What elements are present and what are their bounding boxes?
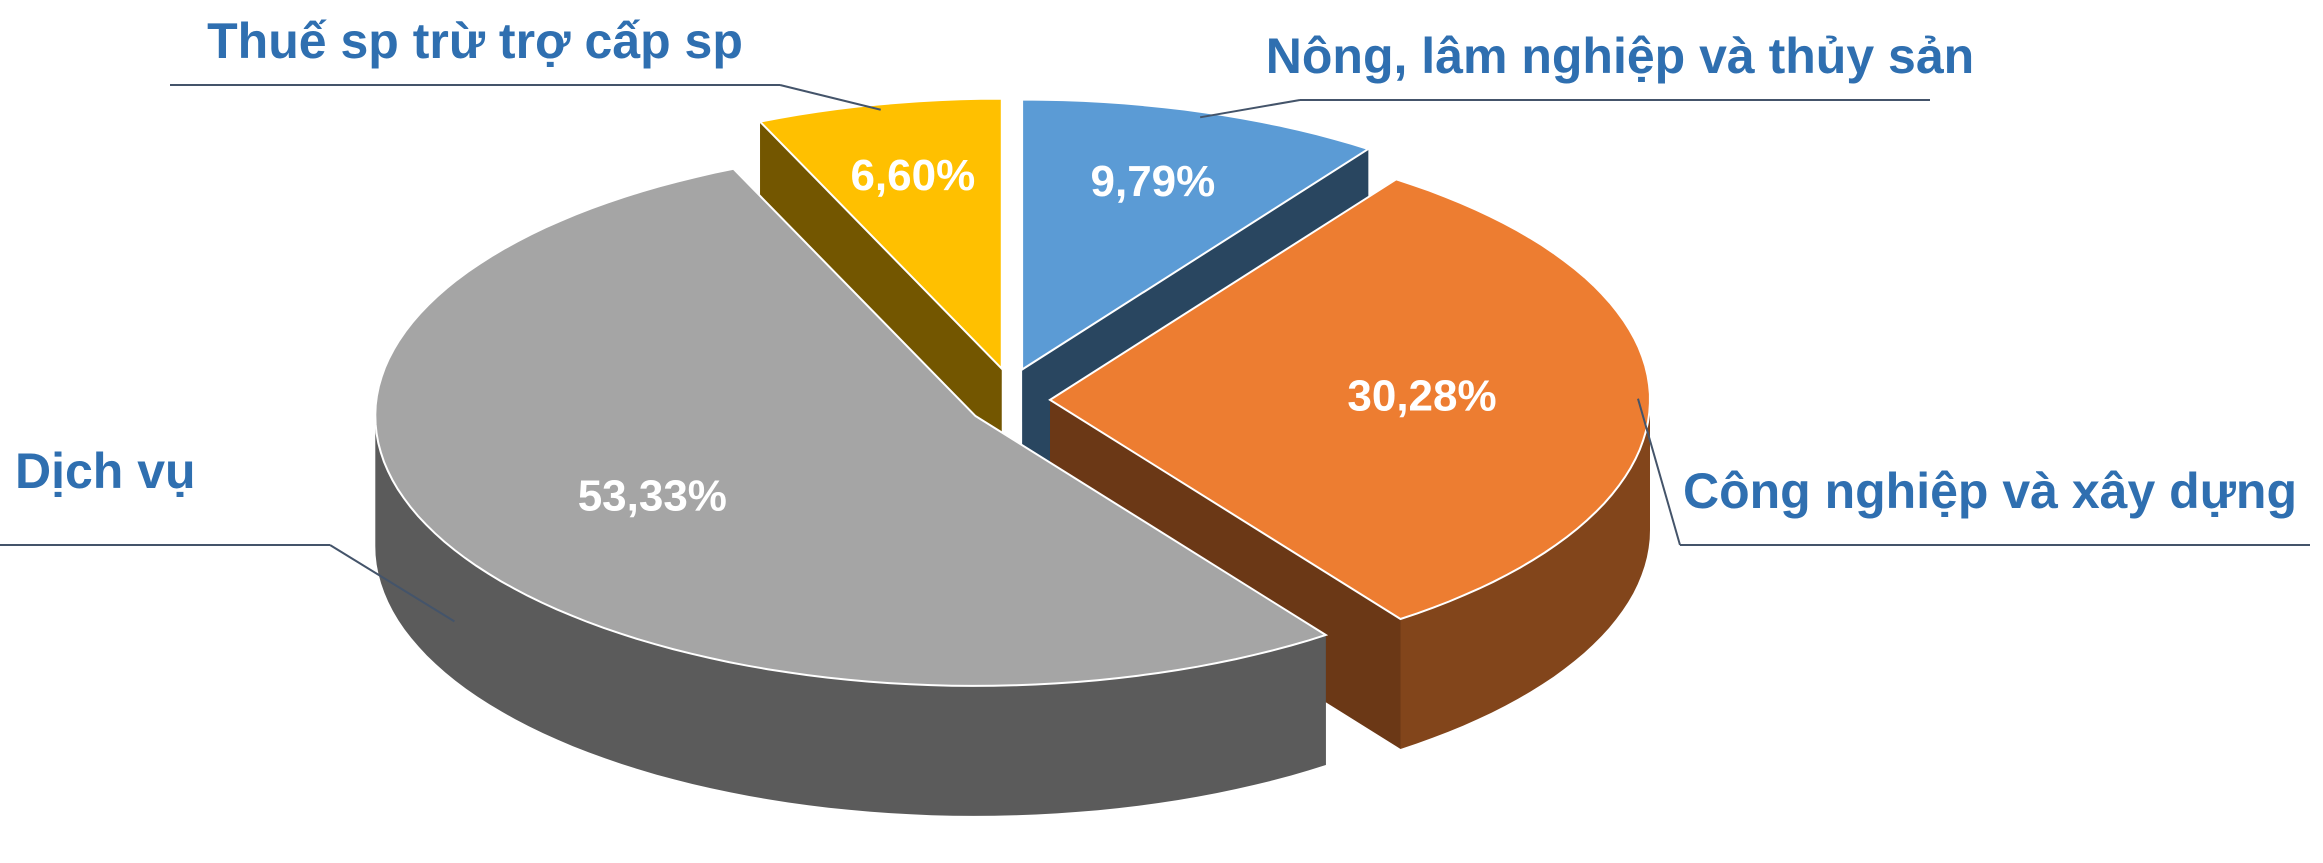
value-label: 53,33%	[578, 472, 727, 521]
slice-side	[375, 415, 1326, 816]
category-label: Dịch vụ	[15, 443, 196, 499]
leader-line	[1199, 99, 1301, 119]
value-label: 9,79%	[1091, 157, 1216, 206]
slice-side	[1400, 399, 1650, 749]
leader-line	[329, 544, 455, 623]
value-label: 30,28%	[1347, 372, 1496, 421]
category-label: Thuế sp trừ trợ cấp sp	[207, 13, 743, 69]
value-label: 6,60%	[850, 151, 975, 200]
slice	[757, 97, 1003, 372]
category-label: Công nghiệp và xây dựng	[1683, 463, 2297, 519]
slice	[1048, 178, 1651, 621]
slice	[374, 167, 1329, 687]
leader-line	[779, 84, 881, 111]
category-label: Nông, lâm nghiệp và thủy sản	[1266, 28, 1974, 84]
leader-line	[1637, 398, 1681, 546]
slice	[1021, 98, 1371, 372]
